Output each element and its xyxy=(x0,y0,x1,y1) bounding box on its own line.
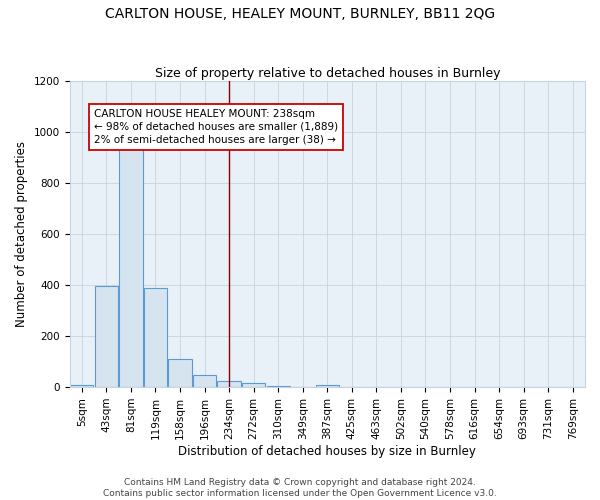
Bar xyxy=(144,288,167,387)
Bar xyxy=(95,286,118,387)
Text: CARLTON HOUSE, HEALEY MOUNT, BURNLEY, BB11 2QG: CARLTON HOUSE, HEALEY MOUNT, BURNLEY, BB… xyxy=(105,8,495,22)
Text: CARLTON HOUSE HEALEY MOUNT: 238sqm
← 98% of detached houses are smaller (1,889)
: CARLTON HOUSE HEALEY MOUNT: 238sqm ← 98%… xyxy=(94,109,338,145)
Bar xyxy=(193,375,216,387)
Text: Contains HM Land Registry data © Crown copyright and database right 2024.
Contai: Contains HM Land Registry data © Crown c… xyxy=(103,478,497,498)
Bar xyxy=(266,386,290,387)
X-axis label: Distribution of detached houses by size in Burnley: Distribution of detached houses by size … xyxy=(178,444,476,458)
Bar xyxy=(242,382,265,387)
Bar xyxy=(217,380,241,387)
Bar xyxy=(70,384,94,387)
Bar xyxy=(119,144,143,387)
Bar xyxy=(169,359,191,387)
Y-axis label: Number of detached properties: Number of detached properties xyxy=(15,141,28,327)
Title: Size of property relative to detached houses in Burnley: Size of property relative to detached ho… xyxy=(155,66,500,80)
Bar xyxy=(316,385,339,387)
